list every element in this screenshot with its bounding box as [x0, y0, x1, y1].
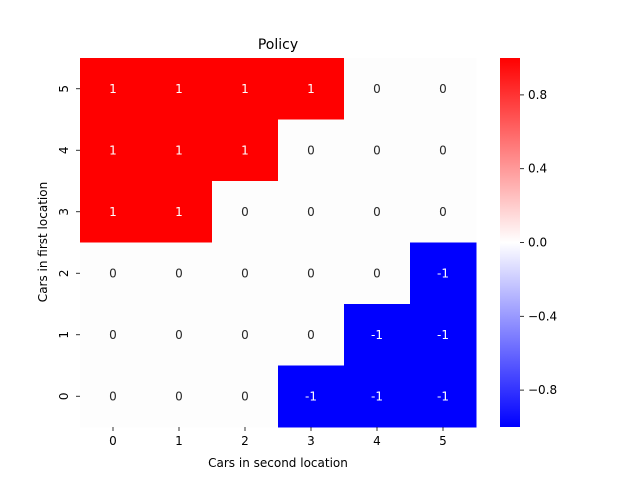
cell-value-label: 1: [175, 82, 183, 96]
x-tick-label: 3: [307, 434, 315, 448]
heatmap-cell: [410, 119, 477, 182]
cell-value-label: 0: [373, 205, 381, 219]
colorbar-tick-label: 0.4: [528, 162, 547, 176]
heatmap-cell: [344, 181, 411, 243]
heatmap-cell: [278, 242, 345, 305]
heatmap-cell: [212, 181, 279, 243]
heatmap-cell: [278, 58, 345, 120]
heatmap-cell: [212, 119, 279, 182]
heatmap-cell: [80, 58, 147, 120]
colorbar-tick-label: 0.0: [528, 236, 547, 250]
heatmap-cell: [80, 242, 147, 305]
x-tick-label: 1: [175, 434, 183, 448]
colorbar-tick-label: −0.4: [528, 309, 557, 323]
cell-value-label: 0: [439, 205, 447, 219]
chart-title: Policy: [258, 37, 298, 53]
cell-value-label: 0: [439, 82, 447, 96]
cell-value-label: -1: [437, 328, 449, 342]
heatmap-cell: [278, 304, 345, 366]
x-tick-label: 4: [373, 434, 381, 448]
x-tick-label: 2: [241, 434, 249, 448]
heatmap-cell: [80, 304, 147, 366]
heatmap-cell: [146, 304, 213, 366]
cell-value-label: 1: [109, 143, 117, 157]
heatmap-cell: [80, 119, 147, 182]
heatmap-cell: [410, 58, 477, 120]
heatmap-cell: [410, 181, 477, 243]
y-tick-label: 3: [57, 208, 71, 216]
heatmap-cell: [146, 119, 213, 182]
cell-value-label: -1: [371, 328, 383, 342]
heatmap-cell: [80, 365, 147, 428]
cell-value-label: 0: [175, 266, 183, 280]
y-tick-label: 2: [57, 269, 71, 277]
cell-value-label: -1: [437, 266, 449, 280]
cell-value-label: 0: [373, 82, 381, 96]
heatmap-cell: [80, 181, 147, 243]
heatmap-cell: [278, 119, 345, 182]
colorbar-ticks: −0.8 −0.4 0.0 0.4 0.8: [520, 88, 557, 397]
heatmap-cell: [146, 365, 213, 428]
y-tick-label: 0: [57, 392, 71, 400]
cell-value-label: -1: [371, 389, 383, 403]
x-axis-label: Cars in second location: [208, 456, 348, 470]
heatmap-cell: [410, 242, 477, 305]
heatmap-cell: [344, 365, 411, 428]
heatmap-cell: [278, 181, 345, 243]
cell-value-label: 0: [109, 328, 117, 342]
cell-value-label: 0: [109, 389, 117, 403]
cell-value-label: 0: [241, 266, 249, 280]
heatmap-cell: [410, 365, 477, 428]
cell-value-label: 0: [307, 143, 315, 157]
heatmap-cell: [212, 365, 279, 428]
y-axis-label: Cars in first location: [36, 182, 50, 302]
cell-value-label: 0: [439, 143, 447, 157]
cell-value-label: 0: [241, 205, 249, 219]
cell-value-label: 1: [175, 205, 183, 219]
x-tick-label: 0: [109, 434, 117, 448]
y-tick-label: 1: [57, 331, 71, 339]
cell-value-label: 1: [241, 143, 249, 157]
cell-value-label: 0: [241, 389, 249, 403]
heatmap-cell: [146, 181, 213, 243]
cell-value-label: 1: [175, 143, 183, 157]
cell-value-label: 0: [307, 266, 315, 280]
colorbar: [500, 58, 520, 427]
colorbar-tick-label: −0.8: [528, 383, 557, 397]
cell-value-label: 1: [109, 82, 117, 96]
cell-value-label: 1: [109, 205, 117, 219]
cell-value-label: 0: [373, 266, 381, 280]
heatmap-cell: [278, 365, 345, 428]
x-tick-label: 5: [439, 434, 447, 448]
cell-value-label: 0: [175, 389, 183, 403]
cell-value-label: 0: [175, 328, 183, 342]
heatmap-cell: [344, 58, 411, 120]
heatmap-cell: [344, 119, 411, 182]
x-axis-ticks: 0 1 2 3 4 5: [109, 427, 447, 448]
y-tick-label: 4: [57, 146, 71, 154]
cell-value-label: 0: [307, 328, 315, 342]
heatmap-cell: [146, 58, 213, 120]
cell-value-label: 1: [241, 82, 249, 96]
heatmap-cell: [410, 304, 477, 366]
heatmap-cell: [212, 304, 279, 366]
cell-value-label: 0: [109, 266, 117, 280]
cell-value-label: 0: [307, 205, 315, 219]
heatmap-cell: [212, 242, 279, 305]
heatmap-cells: [80, 58, 477, 428]
y-axis-ticks: 5 4 3 2 1 0: [57, 85, 80, 400]
cell-value-label: -1: [305, 389, 317, 403]
y-tick-label: 5: [57, 85, 71, 93]
cell-value-label: 1: [307, 82, 315, 96]
heatmap-cell: [146, 242, 213, 305]
heatmap-cell-labels: 1 1 1 1 0 0 1 1 1 0 0 0 1 1 0 0 0 0 0 0 0 0 0 -1 0 0 0 0 -1 -1 0 0 0 -1 -1…: [109, 82, 449, 404]
colorbar-tick-label: 0.8: [528, 88, 547, 102]
heatmap-cell: [344, 242, 411, 305]
heatmap-cell: [344, 304, 411, 366]
cell-value-label: -1: [437, 389, 449, 403]
cell-value-label: 0: [373, 143, 381, 157]
heatmap-cell: [212, 58, 279, 120]
cell-value-label: 0: [241, 328, 249, 342]
